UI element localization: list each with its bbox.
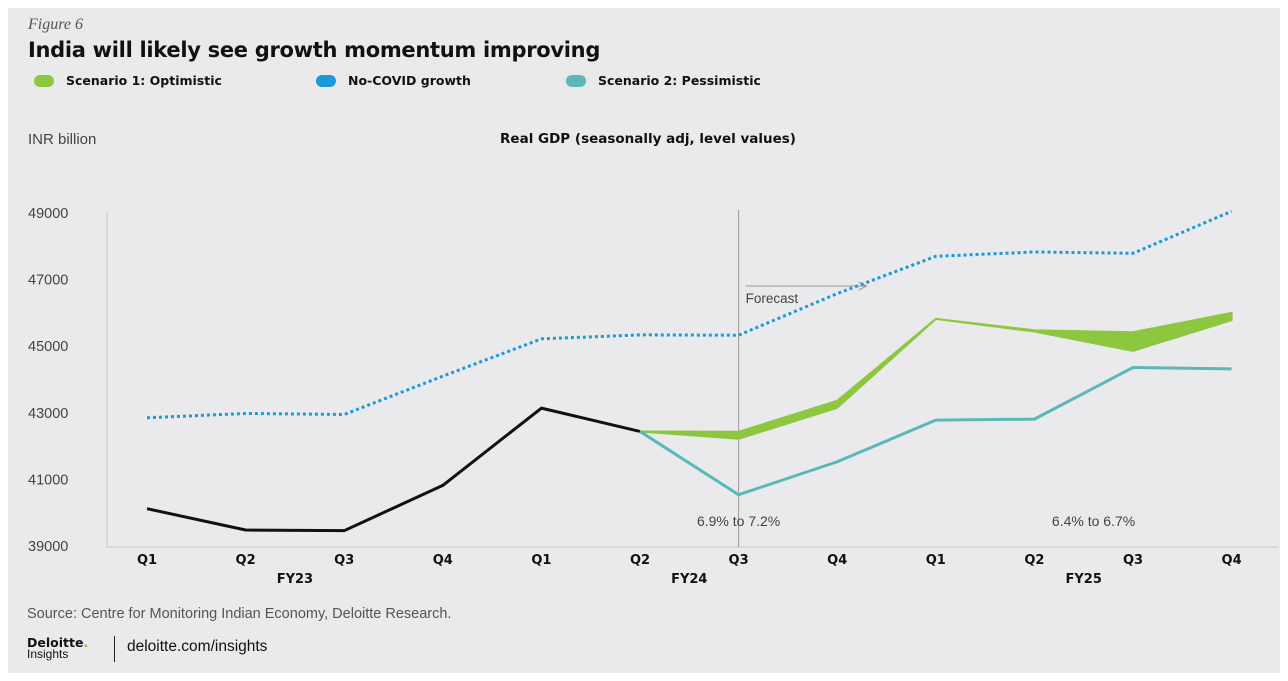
x-tick-label: Q2 xyxy=(1024,553,1044,568)
x-group-label: FY25 xyxy=(1066,572,1102,587)
growth-annotation: 6.9% to 7.2% xyxy=(697,513,780,529)
legend-swatch-no-covid xyxy=(316,74,336,87)
x-tick-label: Q1 xyxy=(531,553,551,568)
figure-title: India will likely see growth momentum im… xyxy=(28,38,601,62)
deloitte-logo: Deloitte. xyxy=(27,636,88,649)
brand-footer: Deloitte. Insights deloitte.com/insights xyxy=(27,636,447,668)
no-covid-line xyxy=(146,209,1233,420)
deloitte-logo-dot: . xyxy=(83,635,89,650)
legend-swatch-optimistic xyxy=(34,74,54,87)
legend-swatch-pessimistic xyxy=(566,74,586,87)
optimistic-band xyxy=(639,311,1233,440)
y-tick-label: 41000 xyxy=(28,472,68,488)
y-axis-unit: INR billion xyxy=(28,131,97,148)
x-tick-label: Q1 xyxy=(926,553,946,568)
x-tick-label: Q4 xyxy=(1222,553,1242,568)
legend-label-no-covid: No-COVID growth xyxy=(348,73,471,88)
brand-divider xyxy=(114,636,115,662)
x-tick-label: Q2 xyxy=(630,553,650,568)
pessimistic-line xyxy=(639,366,1232,497)
y-tick-label: 43000 xyxy=(28,406,68,422)
gdp-chart: 39000 41000 43000 45000 47000 49000 Q1 Q2 Q3 Q4 Q1… xyxy=(28,206,1278,587)
legend-label-optimistic: Scenario 1: Optimistic xyxy=(66,73,222,88)
y-tick-label: 45000 xyxy=(28,339,68,355)
brand-url: deloitte.com/insights xyxy=(127,638,268,655)
x-tick-label: Q4 xyxy=(827,553,847,568)
x-tick-label: Q2 xyxy=(236,553,256,568)
x-tick-label: Q3 xyxy=(334,553,354,568)
x-tick-label: Q1 xyxy=(137,553,157,568)
deloitte-logo-sub: Insights xyxy=(27,647,69,661)
chart-title: Real GDP (seasonally adj, level values) xyxy=(500,131,796,147)
source-note: Source: Centre for Monitoring Indian Eco… xyxy=(27,606,452,622)
x-tick-label: Q4 xyxy=(433,553,453,568)
actual-line xyxy=(146,406,641,533)
y-tick-label: 49000 xyxy=(28,206,68,222)
figure-label: Figure 6 xyxy=(28,16,83,33)
growth-annotation: 6.4% to 6.7% xyxy=(1052,513,1135,529)
legend-label-pessimistic: Scenario 2: Pessimistic xyxy=(598,73,761,88)
legend-item-no-covid: No-COVID growth xyxy=(316,73,471,88)
legend-item-optimistic: Scenario 1: Optimistic xyxy=(34,73,222,88)
legend-item-pessimistic: Scenario 2: Pessimistic xyxy=(566,73,761,88)
figure-panel xyxy=(8,8,1280,673)
x-group-label: FY24 xyxy=(671,572,707,587)
forecast-label: Forecast xyxy=(746,291,799,306)
y-tick-label: 47000 xyxy=(28,273,68,289)
x-tick-label: Q3 xyxy=(729,553,749,568)
x-group-label: FY23 xyxy=(277,572,313,587)
y-tick-label: 39000 xyxy=(28,539,68,555)
deloitte-logo-text: Deloitte xyxy=(27,635,84,650)
x-tick-label: Q3 xyxy=(1123,553,1143,568)
